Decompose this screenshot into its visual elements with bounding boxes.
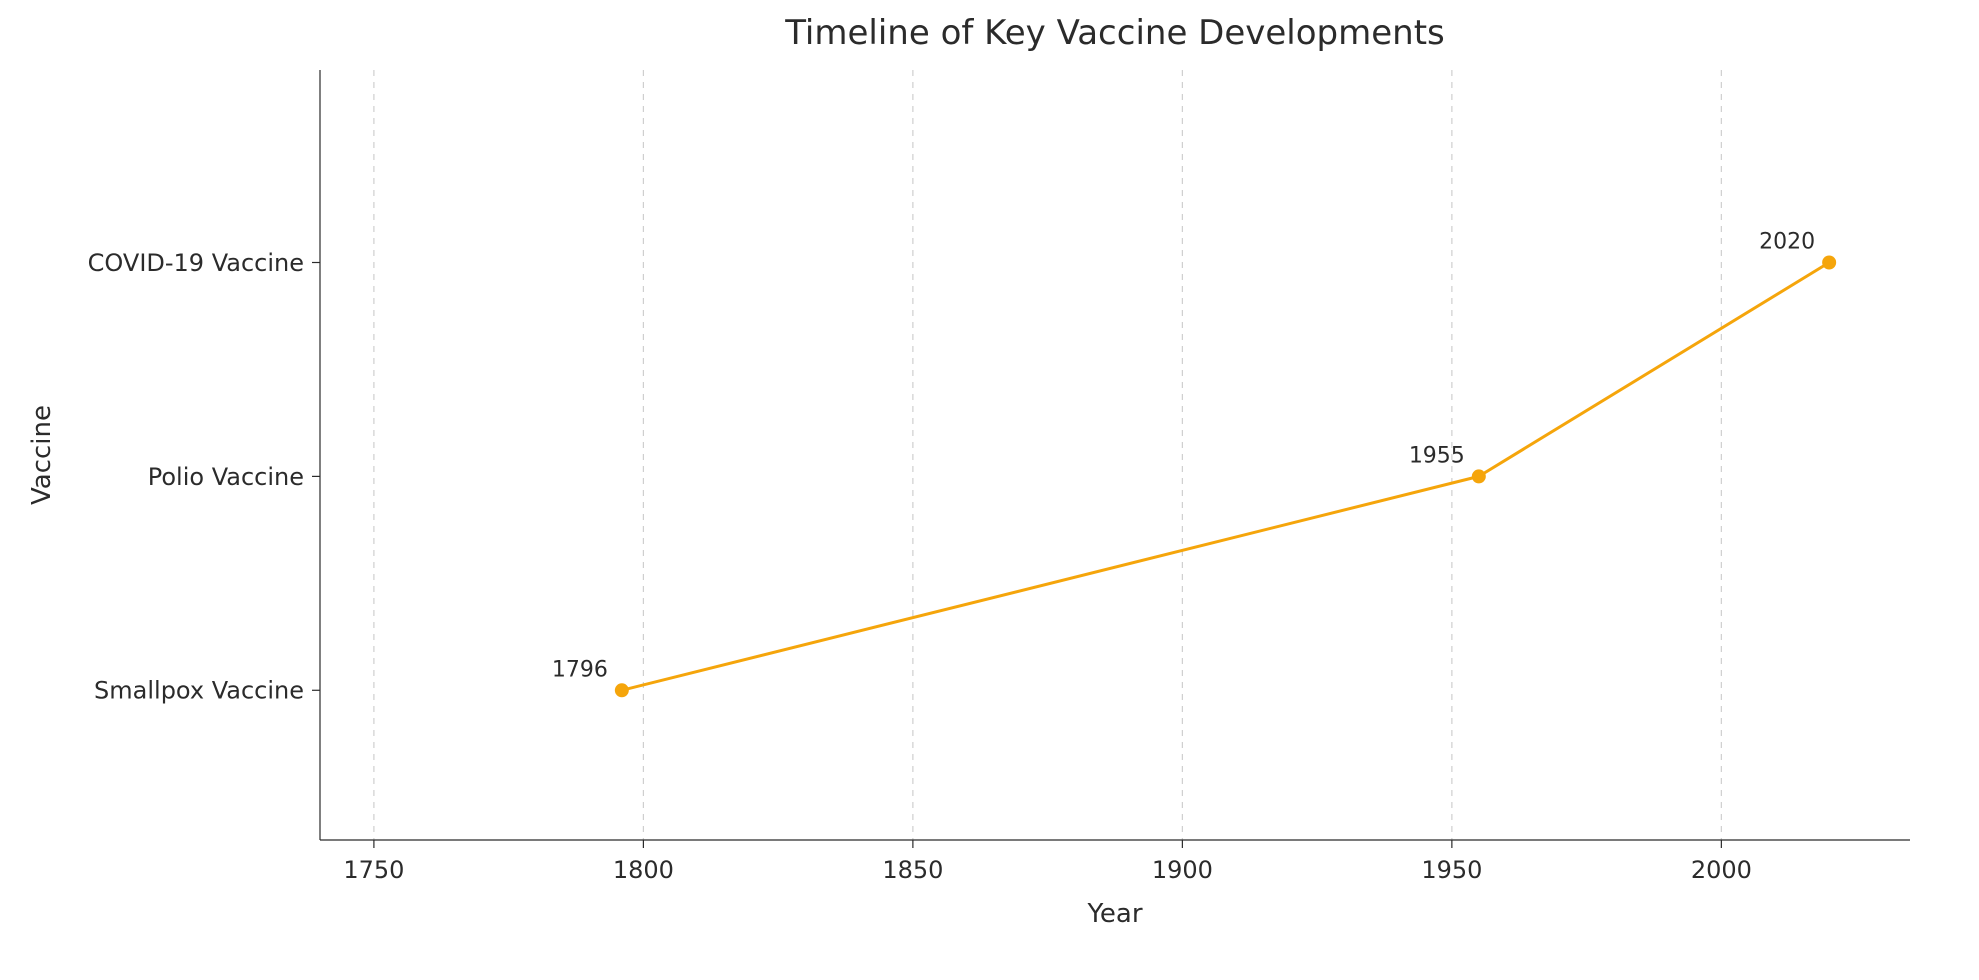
y-tick-label: Smallpox Vaccine [94,677,304,705]
y-axis-label: Vaccine [27,405,57,505]
data-point [615,683,629,697]
x-tick-label: 2000 [1691,856,1752,884]
data-point-label: 2020 [1759,230,1815,255]
x-tick-label: 1750 [343,856,404,884]
data-point-label: 1955 [1409,443,1465,468]
data-point-label: 1796 [552,657,608,682]
x-tick-label: 1950 [1421,856,1482,884]
chart-svg: 1750 1800 1850 1900 1950 2000 Smallpox Vaccine… [0,0,1979,980]
chart-container: 1750 1800 1850 1900 1950 2000 Smallpox Vaccine… [0,0,1979,980]
x-tick-label: 1850 [882,856,943,884]
x-axis-label: Year [1086,899,1142,929]
data-point [1822,256,1836,270]
y-tick-label: COVID-19 Vaccine [88,249,304,277]
x-tick-label: 1800 [613,856,674,884]
y-tick-label: Polio Vaccine [148,463,304,491]
x-tick-label: 1900 [1152,856,1213,884]
data-point [1472,469,1486,483]
chart-title: Timeline of Key Vaccine Developments [784,13,1445,53]
